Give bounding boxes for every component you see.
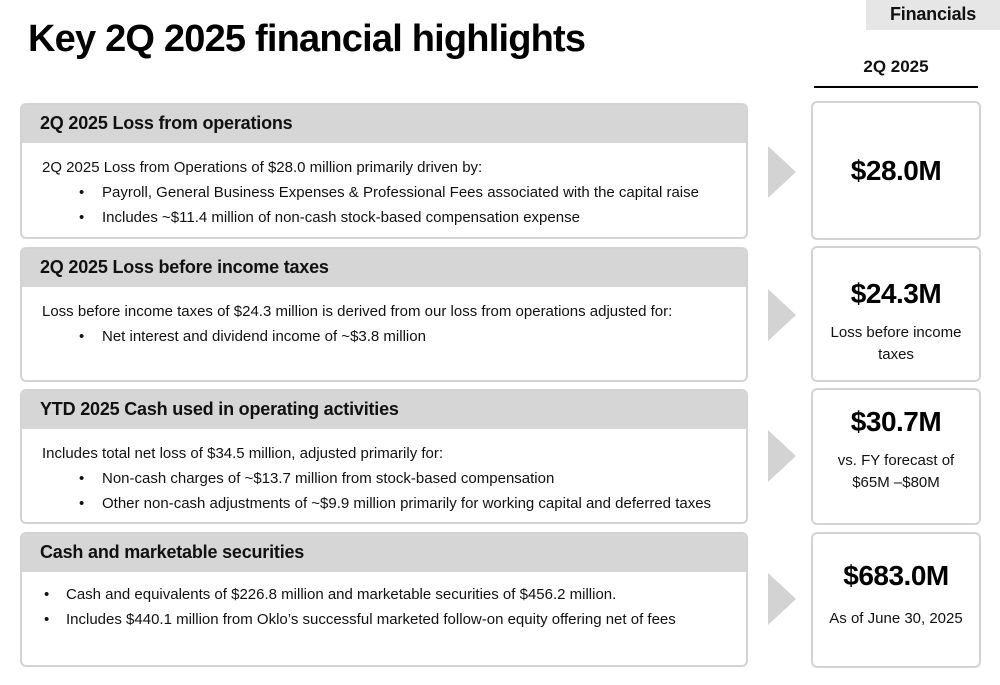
bullet-list: Cash and equivalents of $226.8 million a… <box>42 582 746 632</box>
metric-value: $24.3M <box>850 278 942 309</box>
block-heading: Cash and marketable securities <box>22 534 746 572</box>
metric-value: $683.0M <box>843 560 949 591</box>
right-arrow-icon <box>768 289 796 341</box>
section-tag: Financials <box>866 0 1000 30</box>
block-body: Includes total net loss of $34.5 million… <box>22 429 746 516</box>
block-lead-text: Loss before income taxes of $24.3 millio… <box>42 303 673 320</box>
right-arrow-icon <box>768 430 796 482</box>
metric-card-cash-used-operating: $30.7M vs. FY forecast of $65M –$80M <box>811 388 981 525</box>
block-heading: 2Q 2025 Loss before income taxes <box>22 249 746 287</box>
highlight-block-loss-before-taxes: 2Q 2025 Loss before income taxes Loss be… <box>20 247 748 382</box>
highlight-block-cash-and-securities: Cash and marketable securities Cash and … <box>20 532 748 667</box>
highlight-block-cash-used-operating: YTD 2025 Cash used in operating activiti… <box>20 389 748 524</box>
metric-value: $30.7M <box>850 406 942 437</box>
bullet-item: Net interest and dividend income of ~$3.… <box>42 324 746 349</box>
metric-value: $28.0M <box>850 155 942 186</box>
bullet-item: Includes ~$11.4 million of non-cash stoc… <box>42 205 746 230</box>
bullet-item: Cash and equivalents of $226.8 million a… <box>42 582 746 607</box>
metric-card-cash-and-securities: $683.0M As of June 30, 2025 <box>811 532 981 668</box>
bullet-item: Includes $440.1 million from Oklo’s succ… <box>42 607 746 632</box>
bullet-list: Non-cash charges of ~$13.7 million from … <box>42 466 746 516</box>
highlight-block-loss-from-operations: 2Q 2025 Loss from operations 2Q 2025 Los… <box>20 103 748 239</box>
metric-card-loss-before-taxes: $24.3M Loss before income taxes <box>811 246 981 382</box>
block-body: Loss before income taxes of $24.3 millio… <box>22 287 746 349</box>
metric-note: vs. FY forecast of $65M –$80M <box>837 452 955 491</box>
metric-note: Loss before income taxes <box>830 324 962 363</box>
bullet-item: Other non-cash adjustments of ~$9.9 mill… <box>42 491 746 516</box>
bullet-item: Payroll, General Business Expenses & Pro… <box>42 180 746 205</box>
block-body: Cash and equivalents of $226.8 million a… <box>22 572 746 632</box>
block-body: 2Q 2025 Loss from Operations of $28.0 mi… <box>22 143 746 230</box>
block-lead-text: Includes total net loss of $34.5 million… <box>42 445 444 462</box>
page-title: Key 2Q 2025 financial highlights <box>28 18 586 60</box>
metric-column-header: 2Q 2025 <box>814 54 978 88</box>
bullet-list: Net interest and dividend income of ~$3.… <box>42 324 746 349</box>
metric-card-loss-from-operations: $28.0M <box>811 101 981 240</box>
metric-note: As of June 30, 2025 <box>829 610 963 627</box>
right-arrow-icon <box>768 146 796 198</box>
block-lead-text: 2Q 2025 Loss from Operations of $28.0 mi… <box>42 159 483 176</box>
right-arrow-icon <box>768 573 796 625</box>
bullet-item: Non-cash charges of ~$13.7 million from … <box>42 466 746 491</box>
bullet-list: Payroll, General Business Expenses & Pro… <box>42 180 746 230</box>
block-heading: YTD 2025 Cash used in operating activiti… <box>22 391 746 429</box>
block-heading: 2Q 2025 Loss from operations <box>22 105 746 143</box>
